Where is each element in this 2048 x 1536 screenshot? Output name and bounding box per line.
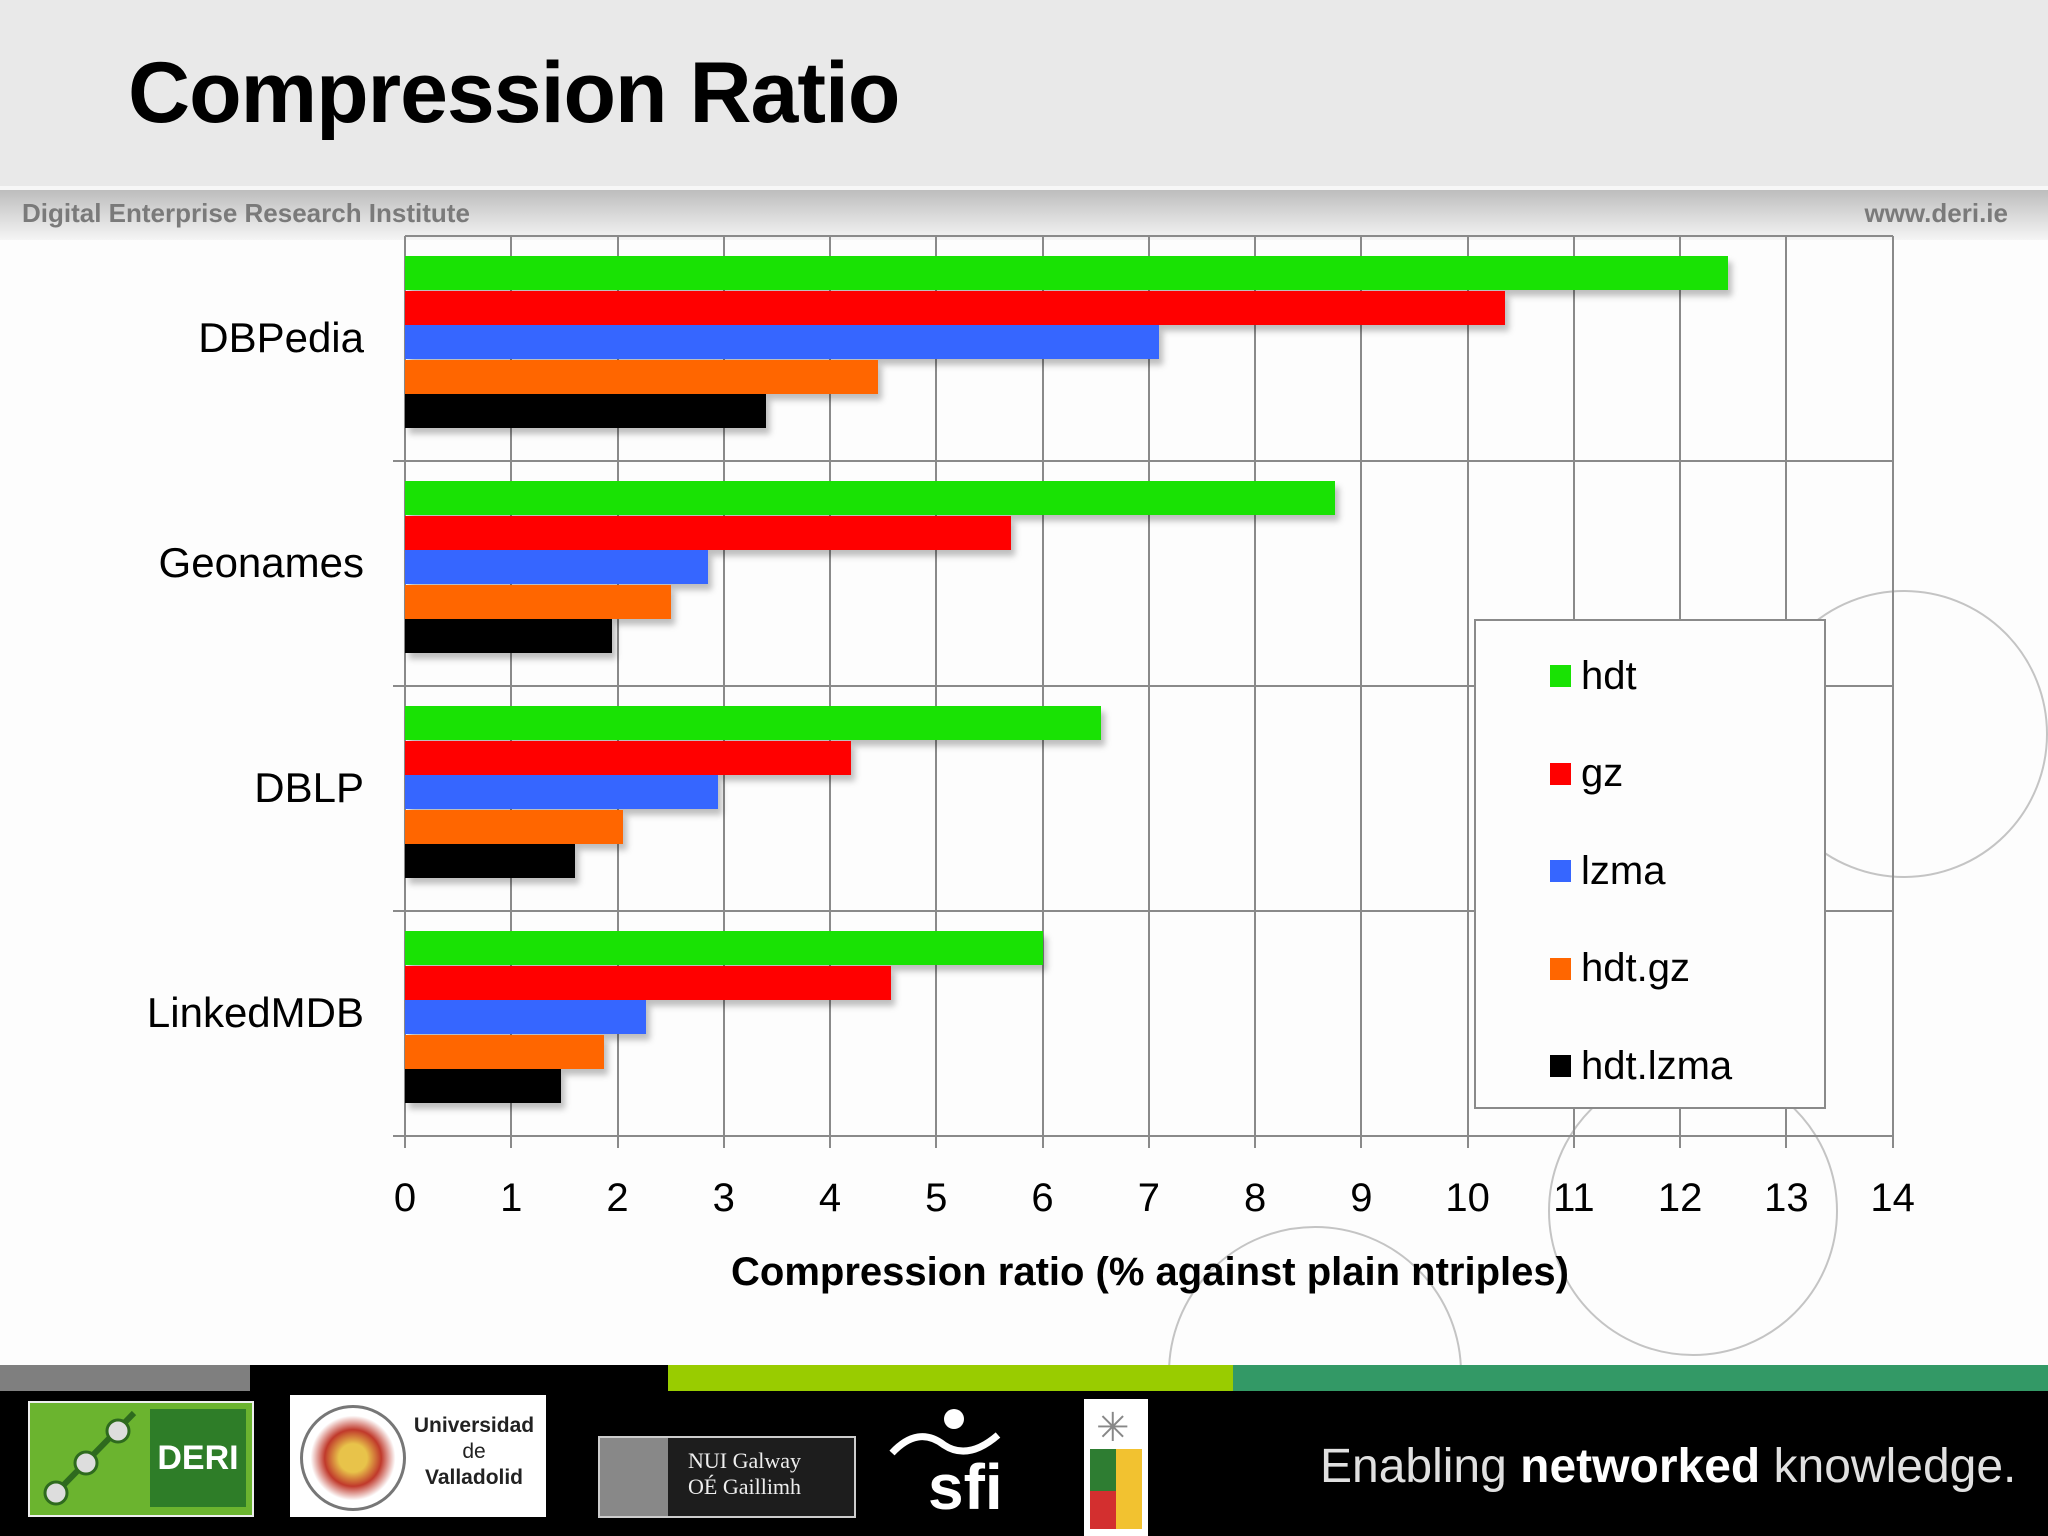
institute-url: www.deri.ie [1864, 198, 2008, 228]
star-icon: ✳ [1096, 1406, 1130, 1450]
legend-swatch [1550, 762, 1571, 785]
stripe-lime [668, 1365, 1233, 1391]
x-tick-label: 3 [712, 1176, 735, 1220]
bar-chart: 0 1 2 3 4 5 6 7 8 9 10 11 12 13 14 DBPedia Geonames DBLP L… [0, 235, 2048, 1520]
bar-lzma [405, 775, 719, 809]
legend-label: gz [1581, 751, 1624, 795]
category-label: Geonames [158, 539, 364, 587]
category-separator [405, 235, 1893, 237]
nui-galway-logo: NUI Galway OÉ Gaillimh [598, 1436, 856, 1518]
gridline [1254, 236, 1257, 1148]
institute-name: Digital Enterprise Research Institute [22, 198, 470, 228]
legend-swatch [1550, 860, 1571, 882]
category-separator [393, 910, 1893, 912]
category-label: DBPedia [198, 314, 364, 362]
legend-item: hdt.lzma [1550, 1041, 1732, 1091]
gridline [404, 236, 406, 1148]
x-tick-label: 12 [1657, 1176, 1703, 1220]
x-tick-label: 5 [925, 1176, 948, 1220]
bar-lzma [405, 325, 1160, 359]
deri-logo-text: DERI [150, 1409, 246, 1507]
legend-swatch [1550, 665, 1571, 687]
x-tick-label: 9 [1350, 1176, 1373, 1220]
bar-hdt [405, 481, 1335, 515]
x-tick-label: 6 [1031, 1176, 1054, 1220]
bar-gz [405, 740, 852, 775]
bar-gz [405, 515, 1011, 550]
gridline [935, 236, 938, 1148]
x-tick-label: 13 [1764, 1176, 1809, 1220]
sfi-logo: sfi [888, 1405, 1018, 1523]
gridline [1360, 236, 1363, 1148]
category-label: DBLP [254, 764, 364, 812]
tagline: Enabling networked knowledge. [1320, 1440, 2017, 1493]
legend-item: gz [1550, 749, 1623, 799]
bar-hdt [405, 931, 1043, 965]
x-tick-label: 7 [1137, 1176, 1160, 1220]
x-tick-label: 11 [1553, 1176, 1595, 1220]
gridline [616, 236, 619, 1148]
gridline [1466, 236, 1469, 1148]
legend-swatch [1550, 1055, 1571, 1077]
legend-label: hdt [1581, 653, 1637, 698]
category-separator [393, 1135, 1893, 1137]
gridline [1147, 236, 1150, 1148]
stripe-gray [0, 1365, 250, 1391]
category-separator [393, 460, 1893, 462]
gridline [722, 236, 725, 1148]
x-tick-label: 2 [606, 1176, 629, 1220]
chart-legend: hdt gz lzma hdt.gz hdt.lzma [1474, 619, 1826, 1109]
legend-label: hdt.lzma [1581, 1043, 1733, 1088]
deri-logo: DERI [28, 1401, 254, 1517]
category-label: LinkedMDB [146, 989, 364, 1037]
sfi-swoosh-icon: sfi [889, 1409, 1003, 1523]
stripe-black [250, 1365, 668, 1391]
bar-hdt [405, 706, 1101, 740]
footer-stripes [0, 1365, 2048, 1391]
bar-hdt-lzma [405, 394, 767, 428]
x-tick-label: 1 [500, 1176, 523, 1220]
bar-hdt-gz [405, 584, 671, 619]
slide-title: Compression Ratio [128, 45, 900, 141]
x-tick-label: 14 [1870, 1176, 1915, 1220]
uva-logo-text: Universidad de Valladolid [413, 1414, 535, 1489]
bar-hdt-lzma [405, 1069, 562, 1103]
bar-hdt-gz [405, 1034, 604, 1069]
bar-gz [405, 965, 891, 1000]
bar-hdt-gz [405, 809, 623, 844]
legend-item: hdt.gz [1550, 944, 1690, 994]
uva-logo: Universidad de Valladolid [290, 1395, 546, 1517]
stripe-green [1233, 1365, 2048, 1391]
x-tick-label: 4 [818, 1176, 842, 1220]
bar-gz [405, 290, 1505, 325]
legend-swatch [1550, 957, 1571, 980]
x-axis-title: Compression ratio (% against plain ntrip… [731, 1250, 1569, 1294]
gridline [510, 236, 513, 1148]
footer: DERI Universidad de Valladolid NUI Galwa… [0, 1391, 2048, 1536]
institute-bar: Digital Enterprise Research Institute ww… [0, 186, 2048, 240]
gridline [1891, 236, 1894, 1148]
legend-label: hdt.gz [1581, 946, 1690, 990]
uchile-logo: ✳ [1084, 1399, 1148, 1536]
x-tick-label: 0 [393, 1176, 417, 1220]
svg-text:sfi: sfi [928, 1451, 1003, 1515]
bar-hdt [405, 256, 1728, 290]
uva-seal-icon [300, 1405, 406, 1511]
bar-lzma [405, 1000, 647, 1034]
bar-lzma [405, 550, 708, 584]
legend-label: lzma [1581, 848, 1666, 893]
legend-item: lzma [1550, 846, 1665, 896]
bar-hdt-lzma [405, 619, 613, 653]
gridline [1041, 236, 1044, 1148]
category-separator [393, 685, 1893, 687]
nui-tower-icon [600, 1438, 668, 1516]
bar-hdt-lzma [405, 844, 575, 878]
x-tick-label: 8 [1243, 1176, 1267, 1220]
legend-item: hdt [1550, 651, 1637, 701]
deri-chain-icon [43, 1410, 137, 1506]
bar-hdt-gz [405, 359, 878, 394]
x-tick-label: 10 [1445, 1176, 1490, 1220]
slide-header: Compression Ratio [0, 0, 2048, 186]
gridline [829, 236, 832, 1148]
